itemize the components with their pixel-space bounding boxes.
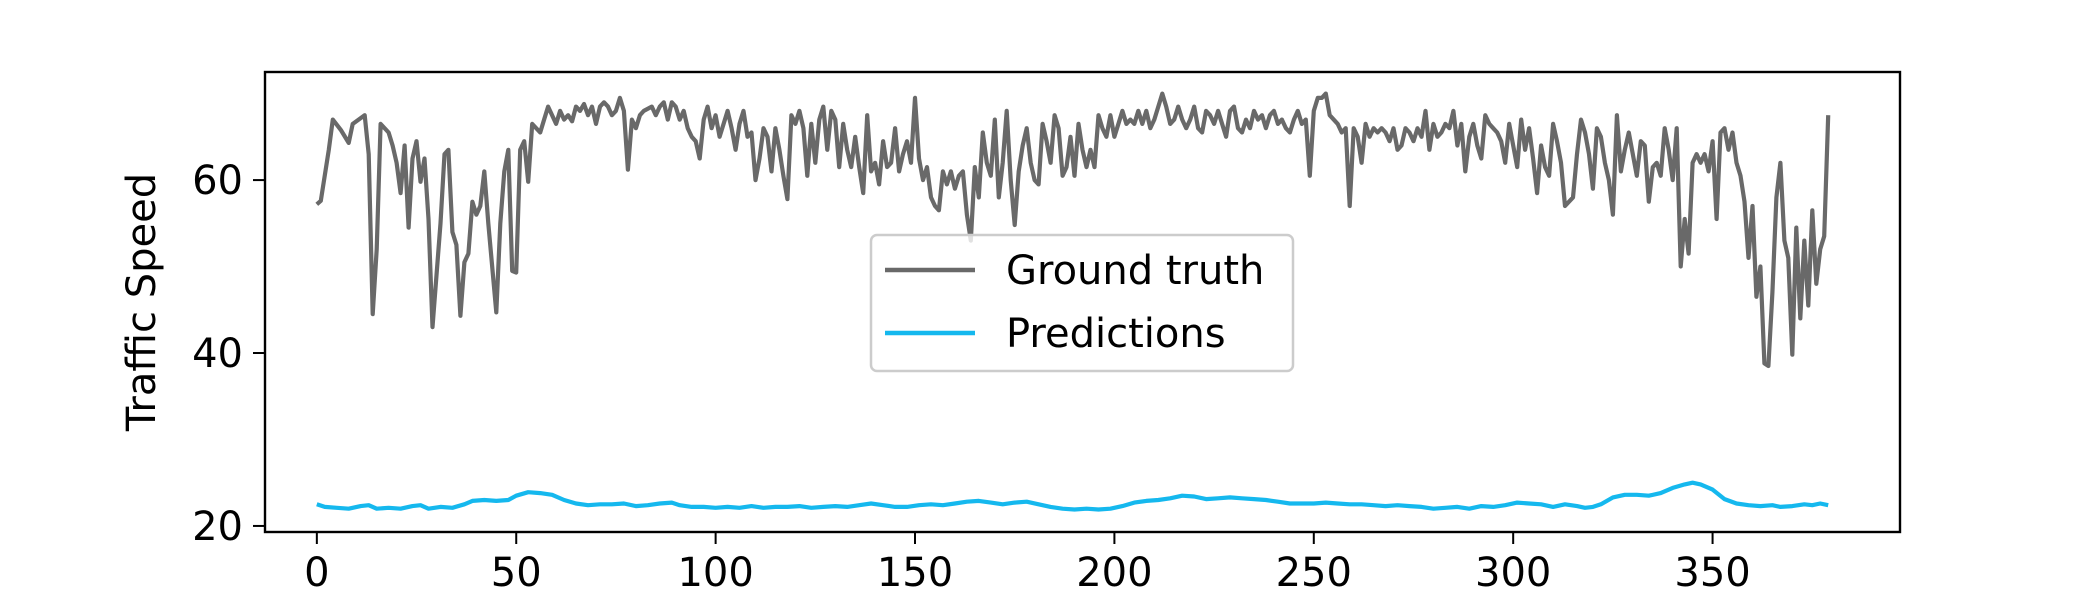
legend-label-predictions: Predictions xyxy=(1006,311,1226,357)
x-tick-label: 250 xyxy=(1276,550,1352,596)
y-axis-title: Traffic Speed xyxy=(119,173,165,432)
x-axis: 0 50 100 150 200 250 300 350 xyxy=(304,532,1751,596)
x-tick-label: 50 xyxy=(491,550,542,596)
plot-frame xyxy=(263,70,1902,534)
x-tick-label: 100 xyxy=(677,550,753,596)
series-line-predictions xyxy=(316,480,1829,512)
legend: Ground truth Predictions xyxy=(869,233,1295,373)
x-tick-label: 350 xyxy=(1674,550,1750,596)
x-tick-label: 150 xyxy=(877,550,953,596)
legend-box xyxy=(869,233,1295,373)
y-axis: 20 40 60 xyxy=(192,158,265,550)
series-line-ground-truth xyxy=(315,91,1831,369)
x-tick-label: 300 xyxy=(1475,550,1551,596)
x-tick-label: 200 xyxy=(1076,550,1152,596)
y-tick-label: 20 xyxy=(192,504,243,550)
y-tick-label: 40 xyxy=(192,331,243,377)
legend-label-ground-truth: Ground truth xyxy=(1006,248,1264,294)
y-tick-label: 60 xyxy=(192,158,243,204)
x-tick-label: 0 xyxy=(304,550,329,596)
series-layer xyxy=(315,91,1831,512)
